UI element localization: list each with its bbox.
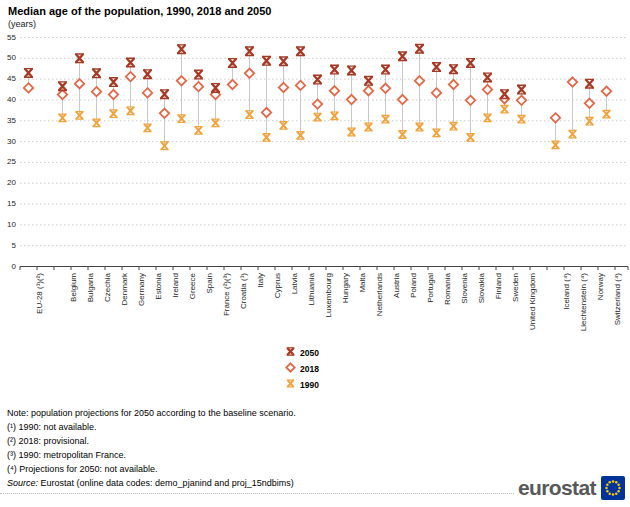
legend-row-2018: 2018 [284,362,319,375]
footnote-4: (⁴) Projections for 2050: not available. [7,462,296,476]
x-tick-label: Switzerland (⁴) [612,273,623,343]
source-prefix: Source: [7,478,38,488]
x-tick-label: Sweden [510,273,521,343]
y-tick-label: 50 [0,53,16,63]
y-tick-label: 30 [0,137,16,147]
x-tick-label: Bulgaria [85,273,96,343]
x-tick-label: Austria [391,273,402,343]
x-tick-label: Latvia [289,273,300,343]
eurostat-logo-text: eurostat [518,475,596,501]
y-tick-label: 40 [0,95,16,105]
point-2018-Germany [126,72,135,81]
x-tick-label: Ireland [170,273,181,343]
eurostat-logo: eurostat [514,475,625,501]
point-2018-Greece [177,76,186,85]
point-2018-Austria [381,84,390,93]
point-2018-Czechia [92,87,101,96]
x-tick-label: Germany [136,273,147,343]
x-tick-label: Finland [493,273,504,343]
point-2018-Denmark [109,90,118,99]
point-2018-Slovakia [466,96,475,105]
x-tick-label: EU-28 (¹)(²) [34,273,45,343]
x-tick-label: Lithuania [306,273,317,343]
chart-legend: 2050 2018 1990 [284,346,319,391]
point-2018-Netherlands [364,86,373,95]
x-tick-label: Belgium [68,273,79,343]
y-tick-label: 35 [0,116,16,126]
x-tick-label: Estonia [153,273,164,343]
point-2018-United Kingdom [517,96,526,105]
point-2018-Bulgaria [75,79,84,88]
x-tick-label: Czechia [102,273,113,343]
y-tick-label: 55 [0,33,16,43]
legend-label-2050: 2050 [300,348,319,358]
legend-marker-2018 [286,363,294,371]
x-tick-label: Malta [357,273,368,343]
x-tick-label: Portugal [425,273,436,343]
legend-marker-2050 [287,347,295,354]
footnote-1: (¹) 1990: not available. [7,420,296,434]
legend-label-2018: 2018 [300,364,319,374]
point-2018-EU-28 (¹)(²) [24,83,33,92]
x-tick-label: Poland [408,273,419,343]
point-2018-Estonia [143,88,152,97]
point-2018-Finland [483,85,492,94]
source-line: Source: Eurostat (online data codes: dem… [7,476,296,490]
y-tick-label: 5 [0,241,16,251]
point-2018-Poland [398,95,407,104]
x-tick-label: Denmark [119,273,130,343]
y-tick-label: 20 [0,178,16,188]
legend-row-1990: 1990 [284,378,319,391]
point-2018-Belgium [58,90,67,99]
eu-flag-icon [601,476,625,500]
legend-marker-1990 [287,380,294,387]
x-tick-label: Slovenia [459,273,470,343]
legend-marker-1990-icon [284,376,297,394]
x-tick-label: Romania [442,273,453,343]
y-tick-label: 45 [0,74,16,84]
point-2018-Luxembourg [313,99,322,108]
x-tick-label: France (²)(³) [221,273,232,343]
x-tick-label: Hungary [340,273,351,343]
x-tick-label: Slovakia [476,273,487,343]
x-tick-label: Liechtenstein (⁴) [578,273,589,343]
point-2018-Slovenia [449,80,458,89]
x-tick-label: Spain [204,273,215,343]
notes-block: Note: population projections for 2050 ac… [7,406,296,490]
y-tick-label: 10 [0,220,16,230]
x-tick-label: Greece [187,273,198,343]
footer-divider [0,493,516,494]
point-2018-Romania [432,88,441,97]
note-line-baseline: Note: population projections for 2050 ac… [7,406,296,420]
chart-figure: Median age of the population, 1990, 2018… [0,0,630,507]
point-2018-Italy [245,69,254,78]
point-2018-Switzerland (⁴) [602,87,611,96]
point-2018-Malta [347,95,356,104]
x-tick-label: Croatia (¹) [238,273,249,343]
point-2018-Cyprus [262,108,271,117]
x-tick-label: Cyprus [272,273,283,343]
footnote-3: (³) 1990: metropolitan France. [7,448,296,462]
source-text: Eurostat (online data codes: demo_pjanin… [38,478,294,488]
legend-row-2050: 2050 [284,346,319,359]
x-tick-label: Iceland (⁴) [561,273,572,343]
point-2018-Croatia (¹) [228,80,237,89]
point-2018-Lithuania [296,81,305,90]
point-2018-Portugal [415,76,424,85]
x-tick-label: Luxembourg [323,273,334,343]
point-2018-Ireland [160,109,169,118]
x-tick-label: United Kingdom [527,273,538,343]
footnote-2: (²) 2018: provisional. [7,434,296,448]
legend-label-1990: 1990 [300,380,319,390]
x-tick-label: Italy [255,273,266,343]
y-tick-label: 0 [0,262,16,272]
point-2018-Hungary [330,86,339,95]
y-tick-label: 15 [0,199,16,209]
y-tick-label: 25 [0,157,16,167]
point-2018-Latvia [279,83,288,92]
point-2018-Spain [194,82,203,91]
x-tick-label: Netherlands [374,273,385,343]
x-tick-label: Norway [595,273,606,343]
